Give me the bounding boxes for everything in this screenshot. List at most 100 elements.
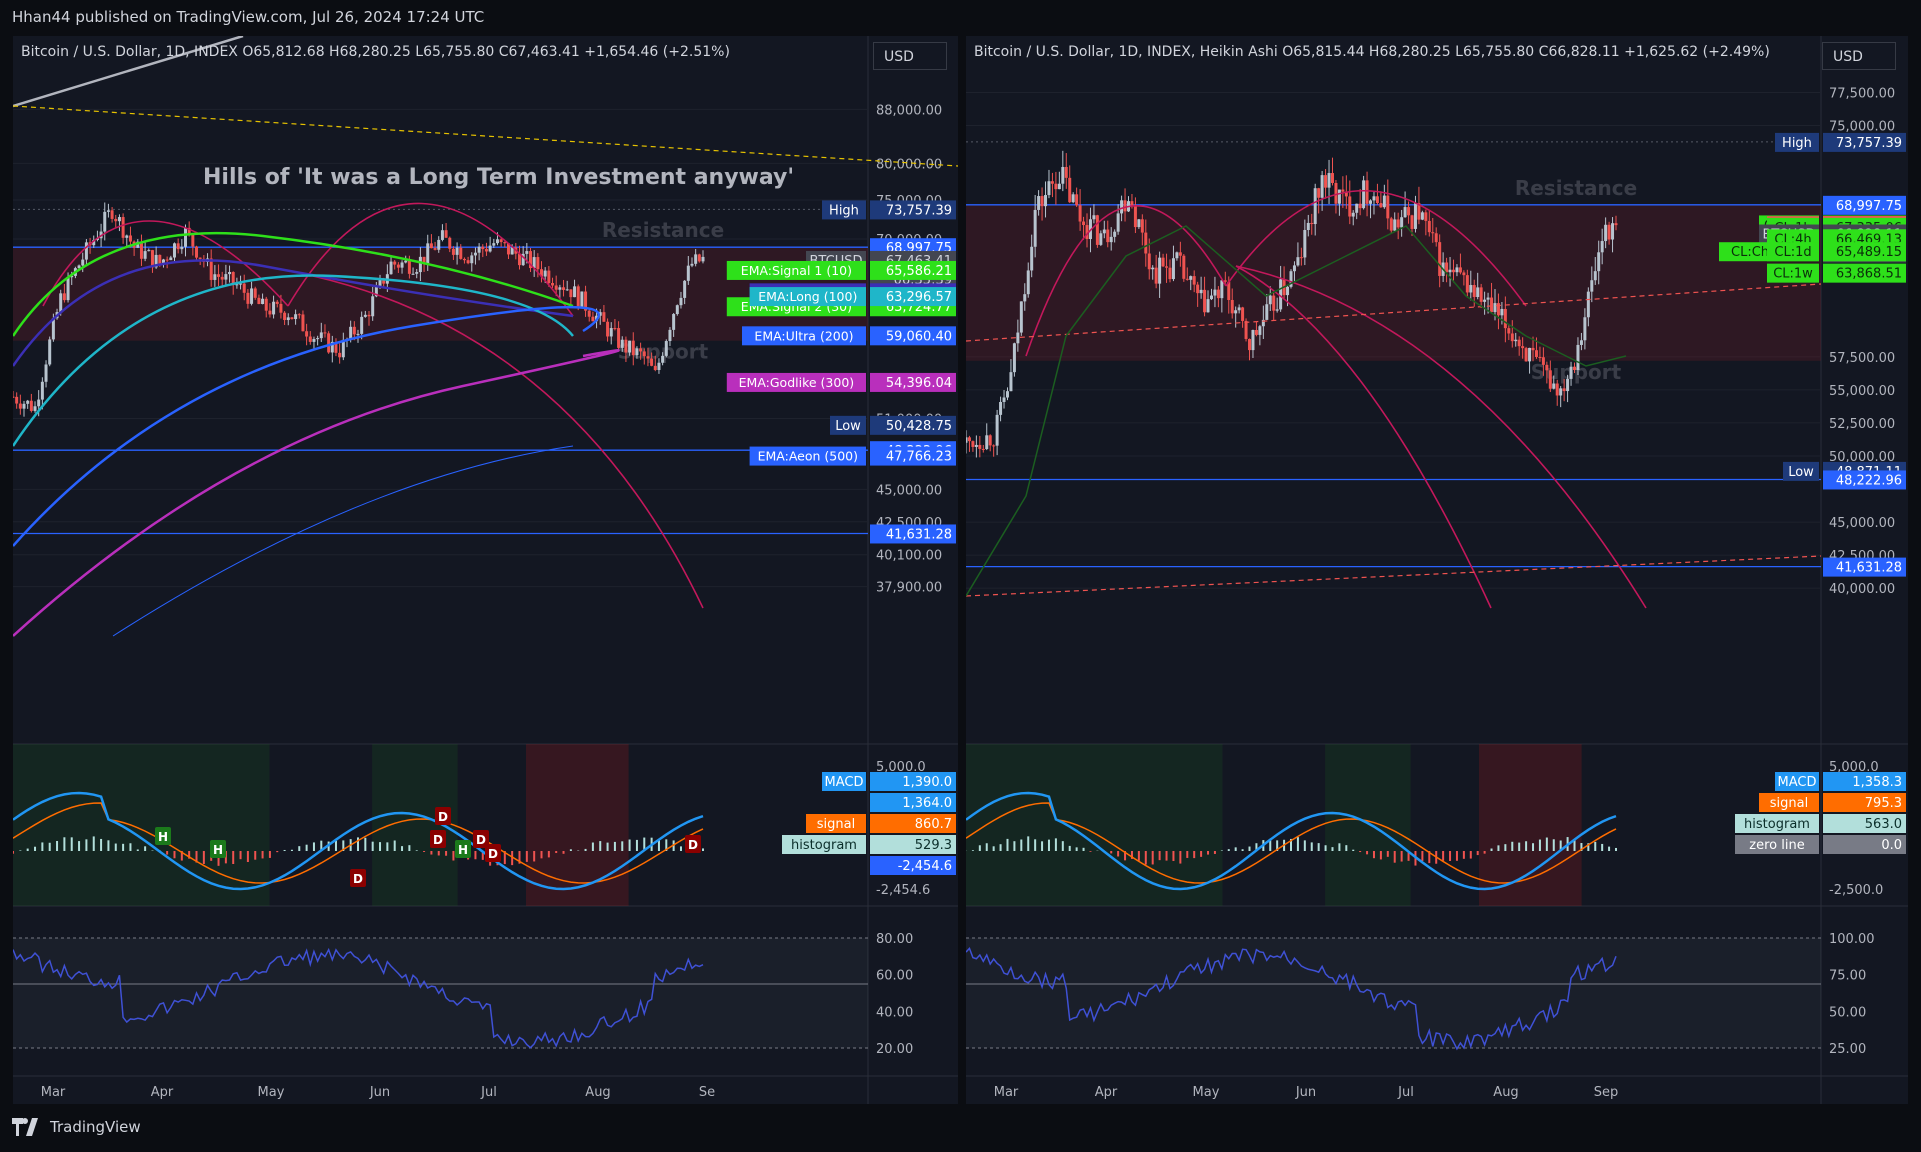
left-candle-body xyxy=(580,291,584,308)
left-candle-body xyxy=(411,273,415,275)
left-candle-body xyxy=(683,280,687,298)
left-candle-body xyxy=(125,235,129,238)
left-currency-selector[interactable]: USD xyxy=(873,42,947,70)
right-macd-histogram-bar xyxy=(1013,841,1016,851)
left-candle-body xyxy=(59,293,63,313)
right-y-tick-label: 77,500.00 xyxy=(1829,86,1895,101)
right-candle-body xyxy=(1455,267,1459,273)
left-macd-marker: D xyxy=(688,838,698,852)
left-candle-body xyxy=(426,243,430,264)
right-candle-body xyxy=(1521,346,1525,349)
right-macd-histogram-bar xyxy=(1580,842,1583,851)
right-candle-body xyxy=(1154,267,1158,284)
left-candle-body xyxy=(360,316,364,334)
right-candle-body xyxy=(1102,229,1106,234)
left-candle-body xyxy=(84,242,88,260)
right-macd-histogram-bar xyxy=(1310,842,1313,851)
left-macd-histogram-bar xyxy=(180,851,183,861)
right-candle-body xyxy=(1365,180,1369,204)
left-macd-histogram-bar xyxy=(621,841,624,851)
left-x-tick-label: Jun xyxy=(369,1085,390,1100)
right-candle-body xyxy=(1064,166,1068,178)
right-candle-body xyxy=(1534,350,1538,357)
right-macd-histogram-bar xyxy=(1248,846,1251,851)
right-macd-y-tick: -2,500.0 xyxy=(1829,883,1883,898)
right-candle-body xyxy=(1109,236,1113,243)
left-ema-price-label: 63,296.57 xyxy=(886,290,952,305)
left-macd-histogram-bar xyxy=(702,848,704,851)
left-chart-panel[interactable]: Bitcoin / U.S. Dollar, 1D, INDEX O65,812… xyxy=(13,36,958,1104)
left-rsi-y-tick: 40.00 xyxy=(876,1005,913,1020)
left-candle-body xyxy=(664,341,668,356)
left-macd-histogram-bar xyxy=(401,846,404,851)
left-candle-body xyxy=(272,301,276,315)
right-macd-histogram-bar xyxy=(1276,840,1279,851)
left-macd-histogram-bar xyxy=(298,846,301,851)
right-macd-histogram-bar xyxy=(1511,841,1514,851)
left-candle-body xyxy=(143,251,147,259)
left-candle-body xyxy=(653,365,657,371)
right-level-name-bg xyxy=(1767,242,1819,262)
right-macd-histogram-bar xyxy=(1552,839,1555,851)
left-candle-body xyxy=(587,310,591,317)
right-macd-histogram-bar xyxy=(1082,847,1085,851)
right-macd-histogram-bar xyxy=(1186,851,1189,858)
left-rsi-y-tick: 60.00 xyxy=(876,969,913,984)
left-chart-svg[interactable]: 88,000.0080,000.0075,000.0070,000.0051,0… xyxy=(13,36,958,1104)
left-candle-body xyxy=(22,403,26,409)
right-chart-panel[interactable]: Bitcoin / U.S. Dollar, 1D, INDEX, Heikin… xyxy=(966,36,1908,1104)
left-candle-body xyxy=(661,355,665,363)
left-candle-body xyxy=(323,332,327,334)
left-candle-body xyxy=(694,254,698,264)
left-ema-price-label: 59,060.40 xyxy=(886,329,952,344)
left-candle-body xyxy=(451,248,455,255)
left-candle-body xyxy=(70,275,74,278)
left-ema-line xyxy=(13,231,574,337)
right-macd-histogram-bar xyxy=(1193,851,1196,859)
left-resistance-label: Resistance xyxy=(602,218,724,242)
right-candle-body xyxy=(1559,388,1563,396)
left-ema-name: EMA:Aeon (500) xyxy=(758,449,858,464)
right-macd-histogram-bar xyxy=(1455,851,1458,861)
left-candle-body xyxy=(437,239,441,250)
left-macd-histogram-bar xyxy=(635,839,638,851)
right-candle-body xyxy=(1248,338,1252,351)
left-macd-y-tick: 5,000.0 xyxy=(876,760,926,775)
left-candle-body xyxy=(686,265,690,281)
left-candle-body xyxy=(697,254,701,262)
right-macd-histogram-bar xyxy=(1207,851,1210,855)
right-macd-histogram-bar xyxy=(1532,843,1535,851)
left-macd-marker-bg xyxy=(435,807,451,825)
right-currency-selector[interactable]: USD xyxy=(1822,42,1896,70)
left-candle-body xyxy=(404,260,408,263)
left-candle-body xyxy=(275,301,279,304)
right-candle-body xyxy=(1182,255,1186,279)
left-macd-histogram-bar xyxy=(26,848,29,851)
left-macd-histogram-bar xyxy=(474,851,477,860)
right-y-tick-label: 40,000.00 xyxy=(1829,582,1895,597)
right-candle-body xyxy=(1586,291,1590,318)
right-candle-body xyxy=(1189,276,1193,280)
left-macd-y-tick: -2,454.6 xyxy=(876,883,930,898)
left-macd-histogram-bar xyxy=(342,840,345,851)
left-candle-body xyxy=(525,251,529,254)
left-candle-body xyxy=(231,272,235,285)
left-macd-histogram-bar xyxy=(107,840,110,851)
right-chart-svg[interactable]: 77,500.00 75,000.00 57,500.00 55,000.00 52,5… xyxy=(966,36,1908,1104)
footer-brand[interactable]: TradingView xyxy=(12,1118,141,1136)
left-candle-body xyxy=(407,260,411,274)
left-candle-body xyxy=(668,329,672,342)
left-macd-histogram-bar xyxy=(679,846,682,851)
left-macd-name: MACD xyxy=(825,775,864,790)
left-level-price-label: 73,757.39 xyxy=(886,203,952,218)
right-candle-body xyxy=(1268,295,1272,305)
left-candle-body xyxy=(312,338,316,342)
right-candle-body xyxy=(1040,196,1044,207)
left-macd-histogram-bar xyxy=(628,839,631,851)
left-macd-histogram-bar xyxy=(599,841,602,851)
right-candle-body xyxy=(1486,297,1490,300)
right-candle-body xyxy=(1216,289,1220,299)
left-macd-histogram-bar xyxy=(371,841,374,851)
right-candle-body xyxy=(1299,257,1303,259)
right-candle-body xyxy=(1386,195,1390,219)
